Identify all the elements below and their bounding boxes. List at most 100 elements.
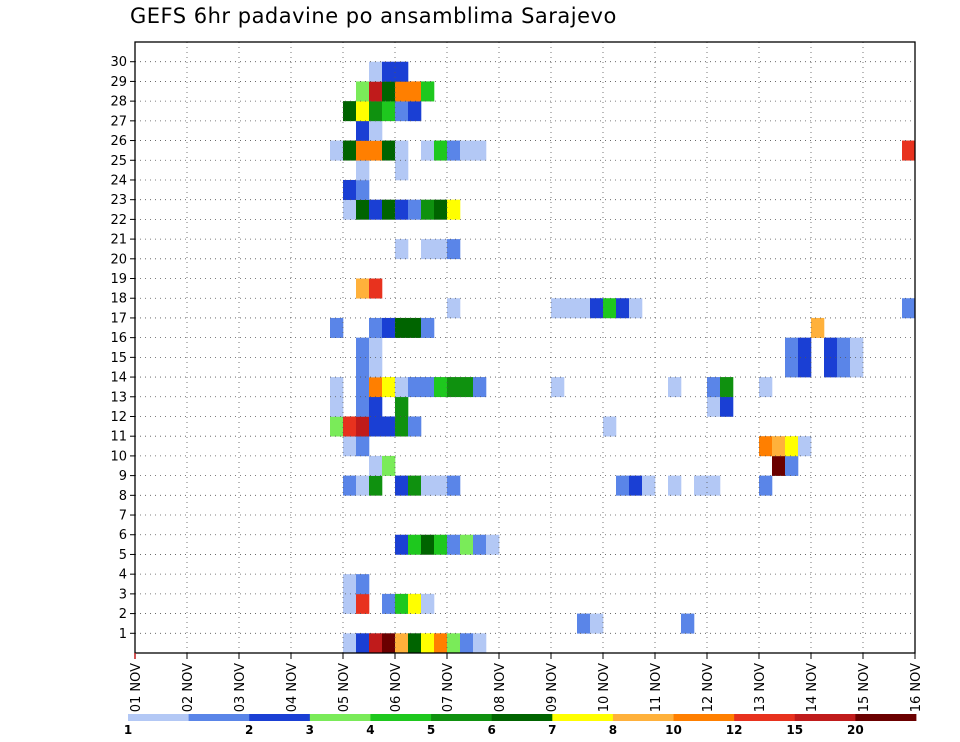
heatmap-cell <box>720 396 734 417</box>
legend-label: 8 <box>609 723 617 737</box>
heatmap-cell <box>707 475 721 496</box>
heatmap-cell <box>408 199 422 220</box>
heatmap-cell <box>447 377 461 398</box>
heatmap-cell <box>330 396 344 417</box>
heatmap-cell <box>460 377 474 398</box>
heatmap-cell <box>395 199 409 220</box>
legend-label: 5 <box>427 723 435 737</box>
heatmap-cell <box>395 239 409 260</box>
legend-swatch <box>188 714 250 721</box>
heatmap-cell <box>798 337 812 358</box>
heatmap-cell <box>382 199 396 220</box>
x-tick-label: 16 NOV <box>909 663 924 712</box>
y-tick-label: 10 <box>110 449 127 464</box>
heatmap-cell <box>408 101 422 122</box>
heatmap-cell <box>434 633 448 654</box>
heatmap-cell <box>343 436 357 457</box>
x-tick-label: 08 NOV <box>493 663 508 712</box>
heatmap-cell <box>759 377 773 398</box>
heatmap-cell <box>551 377 565 398</box>
heatmap-cell <box>395 160 409 181</box>
heatmap-cell <box>408 81 422 102</box>
heatmap-cell <box>382 633 396 654</box>
y-tick-label: 19 <box>110 272 127 287</box>
legend-swatch <box>673 714 735 721</box>
y-tick-label: 27 <box>110 114 127 129</box>
heatmap-cell <box>460 140 474 161</box>
x-tick-label: 11 NOV <box>649 663 664 712</box>
heatmap-cell <box>590 613 604 634</box>
y-tick-label: 12 <box>110 410 127 425</box>
heatmap-cell <box>603 298 617 319</box>
heatmap-cell <box>369 357 383 378</box>
heatmap-cell <box>343 475 357 496</box>
y-tick-label: 29 <box>110 75 127 90</box>
heatmap-cell <box>382 81 396 102</box>
heatmap-cell <box>382 593 396 614</box>
y-tick-label: 28 <box>110 95 127 110</box>
heatmap-cell <box>395 61 409 82</box>
heatmap-cell <box>408 317 422 338</box>
legend-label: 4 <box>366 723 374 737</box>
heatmap-cell <box>369 120 383 141</box>
heatmap-cell <box>603 416 617 437</box>
heatmap-cell <box>629 475 643 496</box>
heatmap-cell <box>421 317 435 338</box>
heatmap-cell <box>772 455 786 476</box>
y-tick-label: 22 <box>110 213 127 228</box>
heatmap-cell <box>720 377 734 398</box>
heatmap-cell <box>382 101 396 122</box>
heatmap-cell <box>356 475 370 496</box>
heatmap-cell <box>369 199 383 220</box>
heatmap-cell <box>356 120 370 141</box>
heatmap-cell <box>616 298 630 319</box>
legend-swatch <box>249 714 311 721</box>
heatmap-cell <box>707 396 721 417</box>
heatmap-cell <box>395 140 409 161</box>
heatmap-cell <box>668 377 682 398</box>
heatmap-cell <box>473 534 487 555</box>
y-tick-label: 2 <box>119 607 127 622</box>
heatmap-cell <box>343 101 357 122</box>
heatmap-cell <box>369 633 383 654</box>
heatmap-cell <box>642 475 656 496</box>
heatmap-cell <box>395 317 409 338</box>
x-tick-label: 01 NOV <box>129 663 144 712</box>
heatmap-cell <box>824 337 838 358</box>
heatmap-cell <box>408 534 422 555</box>
heatmap-cell <box>356 140 370 161</box>
x-tick-label: 06 NOV <box>389 663 404 712</box>
heatmap-cell <box>343 140 357 161</box>
x-tick-label: 14 NOV <box>805 663 820 712</box>
heatmap-cell <box>434 475 448 496</box>
heatmap-cell <box>369 101 383 122</box>
heatmap-cell <box>577 298 591 319</box>
heatmap-cell <box>356 160 370 181</box>
heatmap-cell <box>382 140 396 161</box>
chart-title: GEFS 6hr padavine po ansamblima Sarajevo <box>130 4 617 28</box>
heatmap-cell <box>395 593 409 614</box>
legend-label: 10 <box>665 723 682 737</box>
y-tick-label: 26 <box>110 134 127 149</box>
heatmap-cell <box>694 475 708 496</box>
heatmap-cell <box>369 416 383 437</box>
heatmap-cell <box>356 337 370 358</box>
heatmap-cell <box>811 317 825 338</box>
legend-swatch <box>794 714 856 721</box>
y-tick-label: 13 <box>110 390 127 405</box>
heatmap-cell <box>473 377 487 398</box>
heatmap-cell <box>382 455 396 476</box>
heatmap-cell <box>629 298 643 319</box>
legend-label: 12 <box>726 723 743 737</box>
heatmap-cell <box>330 416 344 437</box>
y-tick-label: 9 <box>119 469 127 484</box>
heatmap-cell <box>785 436 799 457</box>
y-tick-label: 14 <box>110 371 127 386</box>
heatmap-cell <box>369 377 383 398</box>
heatmap-cell <box>395 416 409 437</box>
y-tick-label: 25 <box>110 154 127 169</box>
heatmap-cell <box>798 436 812 457</box>
heatmap-cell <box>343 593 357 614</box>
heatmap-cell <box>421 140 435 161</box>
heatmap-cell <box>343 633 357 654</box>
